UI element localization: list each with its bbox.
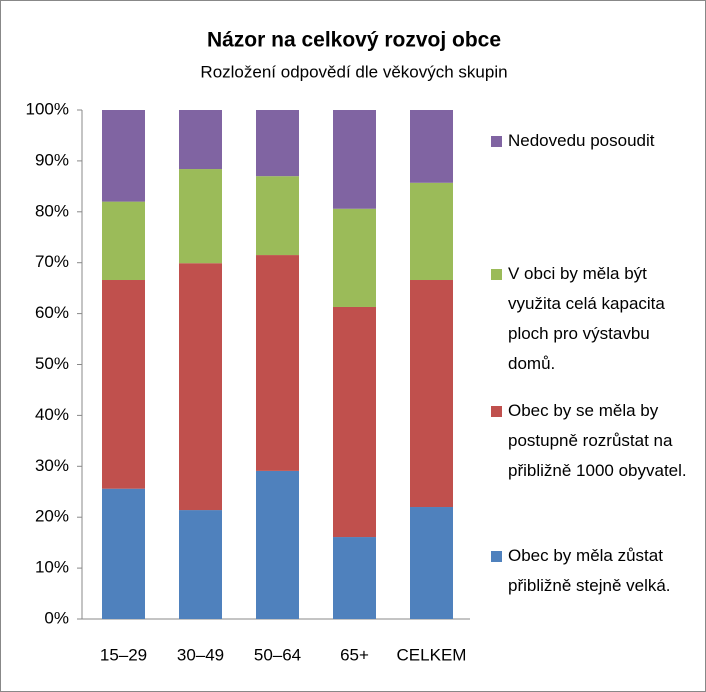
bar-segment	[256, 110, 299, 177]
chart-title: Názor na celkový rozvoj obce	[207, 29, 501, 52]
bar-segment	[256, 470, 299, 619]
bar-segment	[179, 110, 222, 170]
y-tick-label: 90%	[35, 150, 69, 169]
bar-segment	[410, 182, 453, 281]
legend-item: Obec by měla zůstat přibližně stejně vel…	[491, 541, 696, 601]
y-tick-label: 60%	[35, 303, 69, 322]
legend-swatch	[491, 269, 502, 280]
y-tick-label: 50%	[35, 354, 69, 373]
bar-segment	[333, 537, 376, 619]
x-tick-label: 15–29	[100, 645, 147, 664]
bar-segment	[410, 110, 453, 183]
x-tick-label: 65+	[340, 645, 369, 664]
legend-swatch	[491, 406, 502, 417]
x-tick-label: 50–64	[254, 645, 301, 664]
bar-segment	[256, 255, 299, 471]
bar-segment	[256, 176, 299, 256]
legend-label: Nedovedu posoudit	[508, 131, 655, 150]
legend-item: Obec by se měla by postupně rozrůstat na…	[491, 396, 696, 486]
y-tick-label: 40%	[35, 405, 69, 424]
x-tick-label: 30–49	[177, 645, 224, 664]
bar-segment	[333, 208, 376, 307]
bar-segment	[102, 488, 145, 619]
bar-segment	[410, 507, 453, 619]
bar-segment	[333, 110, 376, 209]
bar-segment	[179, 169, 222, 264]
legend-item: Nedovedu posoudit	[491, 126, 696, 156]
y-tick-label: 70%	[35, 252, 69, 271]
chart-subtitle: Rozložení odpovědí dle věkových skupin	[200, 62, 507, 81]
bar-segment	[410, 280, 453, 508]
legend-swatch	[491, 136, 502, 147]
y-tick-label: 0%	[44, 608, 69, 627]
y-tick-label: 10%	[35, 558, 69, 577]
legend-label: V obci by měla být využita celá kapacita…	[508, 264, 665, 373]
y-tick-label: 30%	[35, 456, 69, 475]
legend-label: Obec by měla zůstat přibližně stejně vel…	[508, 546, 671, 595]
bar-segment	[179, 263, 222, 511]
y-tick-label: 20%	[35, 507, 69, 526]
legend-label: Obec by se měla by postupně rozrůstat na…	[508, 401, 687, 480]
bar-segment	[102, 201, 145, 281]
bar-segment	[333, 306, 376, 538]
bar-segment	[179, 510, 222, 619]
legend-swatch	[491, 551, 502, 562]
legend-item: V obci by měla být využita celá kapacita…	[491, 259, 696, 379]
y-tick-label: 80%	[35, 201, 69, 220]
x-tick-label: CELKEM	[397, 645, 467, 664]
y-tick-label: 100%	[26, 99, 69, 118]
bar-segment	[102, 280, 145, 489]
bar-segment	[102, 110, 145, 202]
